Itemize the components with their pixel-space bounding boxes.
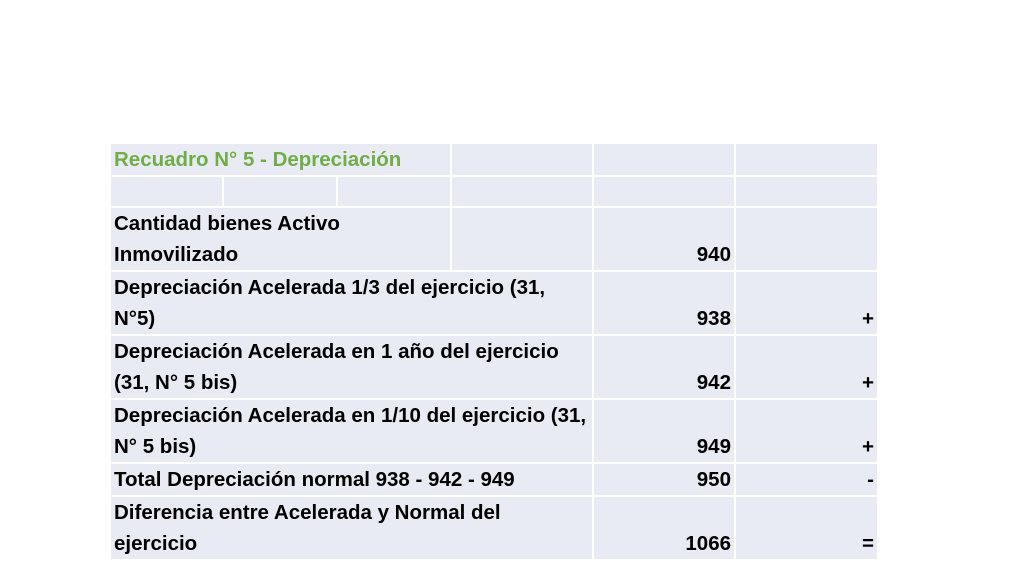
row-sign: - (734, 462, 879, 497)
row-sign: + (734, 334, 879, 400)
row-label: Diferencia entre Acelerada y Normal del … (109, 495, 594, 561)
table-row: Depreciación Acelerada 1/3 del ejercicio… (109, 270, 879, 336)
row-label: Total Depreciación normal 938 - 942 - 94… (109, 462, 594, 497)
table-title-row: Recuadro N° 5 - Depreciación (109, 142, 879, 177)
depreciation-table: Recuadro N° 5 - Depreciación Cantidad bi… (109, 142, 879, 561)
table-row: Cantidad bienes Activo Inmovilizado 940 (109, 206, 879, 272)
empty-cell (450, 206, 594, 272)
table-row: Total Depreciación normal 938 - 942 - 94… (109, 462, 879, 497)
row-value: 940 (592, 206, 736, 272)
empty-cell (592, 175, 736, 208)
row-value: 1066 (592, 495, 736, 561)
row-value: 949 (592, 398, 736, 464)
empty-cell (109, 175, 224, 208)
row-label: Cantidad bienes Activo Inmovilizado (109, 206, 452, 272)
empty-cell (592, 142, 736, 177)
row-sign: = (734, 495, 879, 561)
row-sign (734, 206, 879, 272)
empty-cell (450, 175, 594, 208)
table-row: Diferencia entre Acelerada y Normal del … (109, 495, 879, 561)
empty-cell (336, 175, 452, 208)
empty-cell (222, 175, 338, 208)
empty-cell (734, 142, 879, 177)
row-label: Depreciación Acelerada en 1 año del ejer… (109, 334, 594, 400)
table-row: Depreciación Acelerada en 1/10 del ejerc… (109, 398, 879, 464)
table-title: Recuadro N° 5 - Depreciación (109, 142, 452, 177)
row-value: 938 (592, 270, 736, 336)
row-label: Depreciación Acelerada en 1/10 del ejerc… (109, 398, 594, 464)
row-sign: + (734, 398, 879, 464)
empty-cell (450, 142, 594, 177)
row-value: 950 (592, 462, 736, 497)
empty-cell (734, 175, 879, 208)
row-label: Depreciación Acelerada 1/3 del ejercicio… (109, 270, 594, 336)
row-value: 942 (592, 334, 736, 400)
row-sign: + (734, 270, 879, 336)
table-row: Depreciación Acelerada en 1 año del ejer… (109, 334, 879, 400)
empty-row (109, 175, 879, 208)
